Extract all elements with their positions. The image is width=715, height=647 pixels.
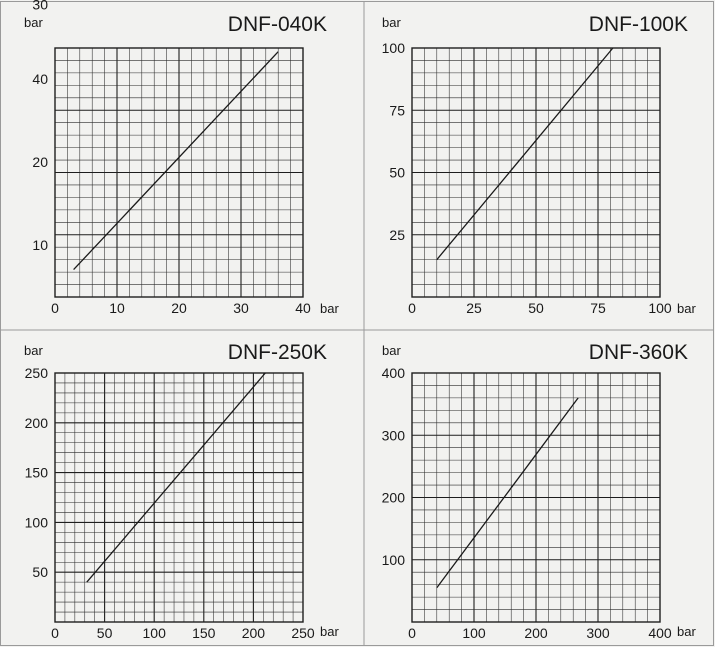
series-line [436, 47, 614, 261]
y-unit-label: bar [382, 15, 401, 30]
x-tick-label: 10 [109, 300, 125, 316]
chart-panel-1: 0 10 20 30 40 bar 10 20 40 30 bar DNF-040K [24, 0, 339, 316]
plot-frame [411, 372, 661, 623]
y-tick-label: 400 [382, 365, 406, 381]
y-tick-label: 50 [389, 165, 405, 181]
x-tick-label: 200 [242, 625, 266, 641]
x-tick-label: 75 [590, 300, 606, 316]
x-tick-label: 0 [51, 300, 59, 316]
x-unit-label: bar [677, 624, 696, 639]
x-tick-label: 150 [192, 625, 216, 641]
x-tick-label: 50 [528, 300, 544, 316]
y-tick-label: 200 [25, 415, 49, 431]
x-tick-label: 100 [143, 625, 167, 641]
x-tick-label: 300 [586, 625, 610, 641]
chart-title: DNF-250K [228, 341, 327, 364]
chart-title: DNF-040K [228, 13, 327, 36]
y-tick-label: 250 [25, 365, 49, 381]
y-tick-label: 40 [32, 71, 48, 87]
chart-panel-3: 0 50 100 150 200 250 bar 50 100 150 200 250 bar DNF-2… [24, 341, 339, 641]
x-tick-label: 20 [171, 300, 187, 316]
y-tick-label: 300 [382, 427, 406, 443]
plot-frame [411, 47, 661, 298]
y-tick-label: 100 [382, 40, 406, 56]
x-unit-label: bar [320, 301, 339, 316]
y-tick-label: 50 [32, 564, 48, 580]
plot-frame [54, 372, 304, 623]
y-unit-label: bar [382, 343, 401, 358]
chart-panel-4: 0 100 200 300 400 bar 100 200 300 400 bar DNF-360K [382, 341, 697, 641]
x-tick-label: 0 [51, 625, 59, 641]
y-tick-label: 30 [32, 0, 48, 12]
x-tick-label: 40 [295, 300, 311, 316]
series-line [86, 372, 266, 583]
x-unit-label: bar [320, 624, 339, 639]
y-unit-label: bar [24, 15, 43, 30]
x-tick-label: 0 [408, 625, 416, 641]
x-tick-label: 50 [97, 625, 113, 641]
x-tick-label: 200 [524, 625, 548, 641]
plot-frame [54, 47, 304, 298]
x-tick-label: 250 [291, 625, 315, 641]
x-tick-label: 25 [466, 300, 482, 316]
chart-title: DNF-100K [589, 13, 688, 36]
chart-panel-2: 0 25 50 75 100 bar 25 50 75 100 bar DNF-100K [382, 13, 697, 316]
y-tick-label: 25 [389, 227, 405, 243]
y-tick-label: 200 [382, 490, 406, 506]
y-tick-label: 10 [32, 237, 48, 253]
y-tick-label: 75 [389, 102, 405, 118]
series-line [73, 51, 279, 271]
x-unit-label: bar [677, 301, 696, 316]
y-unit-label: bar [24, 343, 43, 358]
series-line [436, 397, 579, 589]
y-tick-label: 100 [382, 552, 406, 568]
x-tick-label: 100 [462, 625, 486, 641]
chart-title: DNF-360K [589, 341, 688, 364]
y-tick-label: 150 [25, 465, 49, 481]
x-tick-label: 30 [233, 300, 249, 316]
x-tick-label: 100 [648, 300, 672, 316]
y-tick-label: 100 [25, 514, 49, 530]
x-tick-label: 400 [648, 625, 672, 641]
x-tick-label: 0 [408, 300, 416, 316]
y-tick-label: 20 [32, 154, 48, 170]
